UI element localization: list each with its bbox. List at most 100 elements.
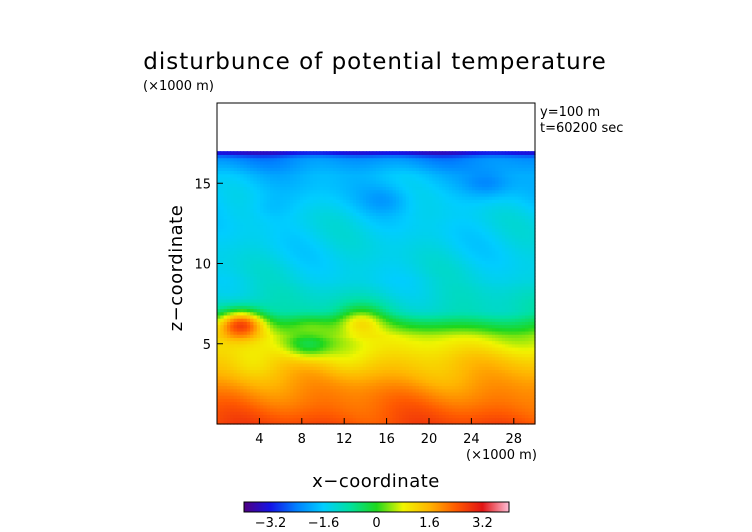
heatmap-cell <box>362 379 367 383</box>
heatmap-cell <box>263 302 268 306</box>
heatmap-cell <box>482 321 486 326</box>
heatmap-cell <box>389 302 394 306</box>
heatmap-cell <box>491 414 496 419</box>
heatmap-cell <box>276 282 281 287</box>
heatmap-cell <box>286 411 291 415</box>
heatmap-cell <box>528 340 533 345</box>
heatmap-cell <box>491 407 496 412</box>
heatmap-cell <box>230 411 235 415</box>
heatmap-cell <box>515 353 520 358</box>
heatmap-cell <box>389 391 394 396</box>
heatmap-cell <box>452 308 457 313</box>
heatmap-cell <box>482 292 486 297</box>
heatmap-cell <box>376 276 380 281</box>
heatmap-cell <box>326 302 331 306</box>
heatmap-cell <box>372 417 377 422</box>
heatmap-cell <box>293 414 298 419</box>
heatmap-cell <box>422 330 427 335</box>
heatmap-cell <box>412 260 417 265</box>
heatmap-cell <box>256 350 261 354</box>
heatmap-cell <box>256 279 261 284</box>
heatmap-cell <box>309 260 314 265</box>
heatmap-cell <box>385 414 390 419</box>
heatmap-cell <box>346 282 351 287</box>
heatmap-cell <box>399 260 404 265</box>
heatmap-cell <box>458 324 463 329</box>
heatmap-cell <box>332 311 337 316</box>
heatmap-cell <box>326 401 331 406</box>
heatmap-cell <box>445 343 450 348</box>
heatmap-cell <box>372 391 377 396</box>
heatmap-cell <box>323 369 327 374</box>
heatmap-cell <box>253 327 258 332</box>
heatmap-cell <box>233 318 238 322</box>
heatmap-cell <box>379 353 384 358</box>
heatmap-cell <box>366 398 370 403</box>
heatmap-cell <box>266 401 271 406</box>
heatmap-cell <box>270 401 274 406</box>
heatmap-cell <box>438 404 443 409</box>
heatmap-cell <box>448 298 453 303</box>
heatmap-cell <box>511 343 516 348</box>
heatmap-cell <box>339 295 344 300</box>
heatmap-cell <box>369 395 374 399</box>
heatmap-cell <box>293 334 298 338</box>
heatmap-cell <box>226 253 231 258</box>
heatmap-cell <box>346 407 351 412</box>
heatmap-cell <box>362 395 367 399</box>
heatmap-cell <box>409 311 414 316</box>
heatmap-cell <box>445 350 450 354</box>
heatmap-cell <box>369 382 374 387</box>
heatmap-cell <box>342 346 347 351</box>
heatmap-cell <box>468 273 473 277</box>
heatmap-cell <box>409 330 414 335</box>
heatmap-cell <box>485 314 490 319</box>
heatmap-cell <box>243 276 248 281</box>
heatmap-cell <box>270 372 274 377</box>
heatmap-cell <box>528 353 533 358</box>
heatmap-cell <box>356 298 361 303</box>
heatmap-cell <box>372 263 377 268</box>
heatmap-cell <box>478 343 483 348</box>
heatmap-cell <box>379 388 384 393</box>
heatmap-cell <box>435 411 440 415</box>
heatmap-cell <box>498 407 503 412</box>
heatmap-cell <box>217 411 221 415</box>
heatmap-cell <box>336 327 341 332</box>
heatmap-cell <box>448 308 453 313</box>
heatmap-cell <box>525 359 529 364</box>
heatmap-cell <box>226 305 231 310</box>
heatmap-cell <box>465 343 470 348</box>
heatmap-cell <box>468 324 473 329</box>
heatmap-cell <box>415 263 420 268</box>
heatmap-cell <box>263 273 268 277</box>
heatmap-cell <box>256 398 261 403</box>
heatmap-cell <box>438 279 443 284</box>
heatmap-cell <box>226 269 231 274</box>
heatmap-cell <box>366 382 370 387</box>
heatmap-cell <box>246 337 251 342</box>
heatmap-cell <box>346 285 351 290</box>
heatmap-cell <box>472 375 476 380</box>
heatmap-cell <box>382 305 387 310</box>
heatmap-cell <box>402 382 407 387</box>
heatmap-cell <box>442 401 447 406</box>
heatmap-cell <box>303 260 308 265</box>
heatmap-cell <box>246 327 251 332</box>
heatmap-cell <box>240 346 245 351</box>
heatmap-cell <box>233 266 238 271</box>
heatmap-cell <box>448 366 453 371</box>
heatmap-cell <box>263 330 268 335</box>
heatmap-cell <box>399 276 404 281</box>
heatmap-cell <box>412 269 417 274</box>
heatmap-cell <box>336 318 341 322</box>
heatmap-cell <box>369 327 374 332</box>
heatmap-cell <box>528 305 533 310</box>
heatmap-cell <box>260 369 264 374</box>
heatmap-cell <box>339 305 344 310</box>
heatmap-cell <box>243 343 248 348</box>
heatmap-cell <box>475 391 480 396</box>
heatmap-cell <box>306 337 311 342</box>
heatmap-cell <box>296 330 301 335</box>
heatmap-cell <box>412 366 417 371</box>
